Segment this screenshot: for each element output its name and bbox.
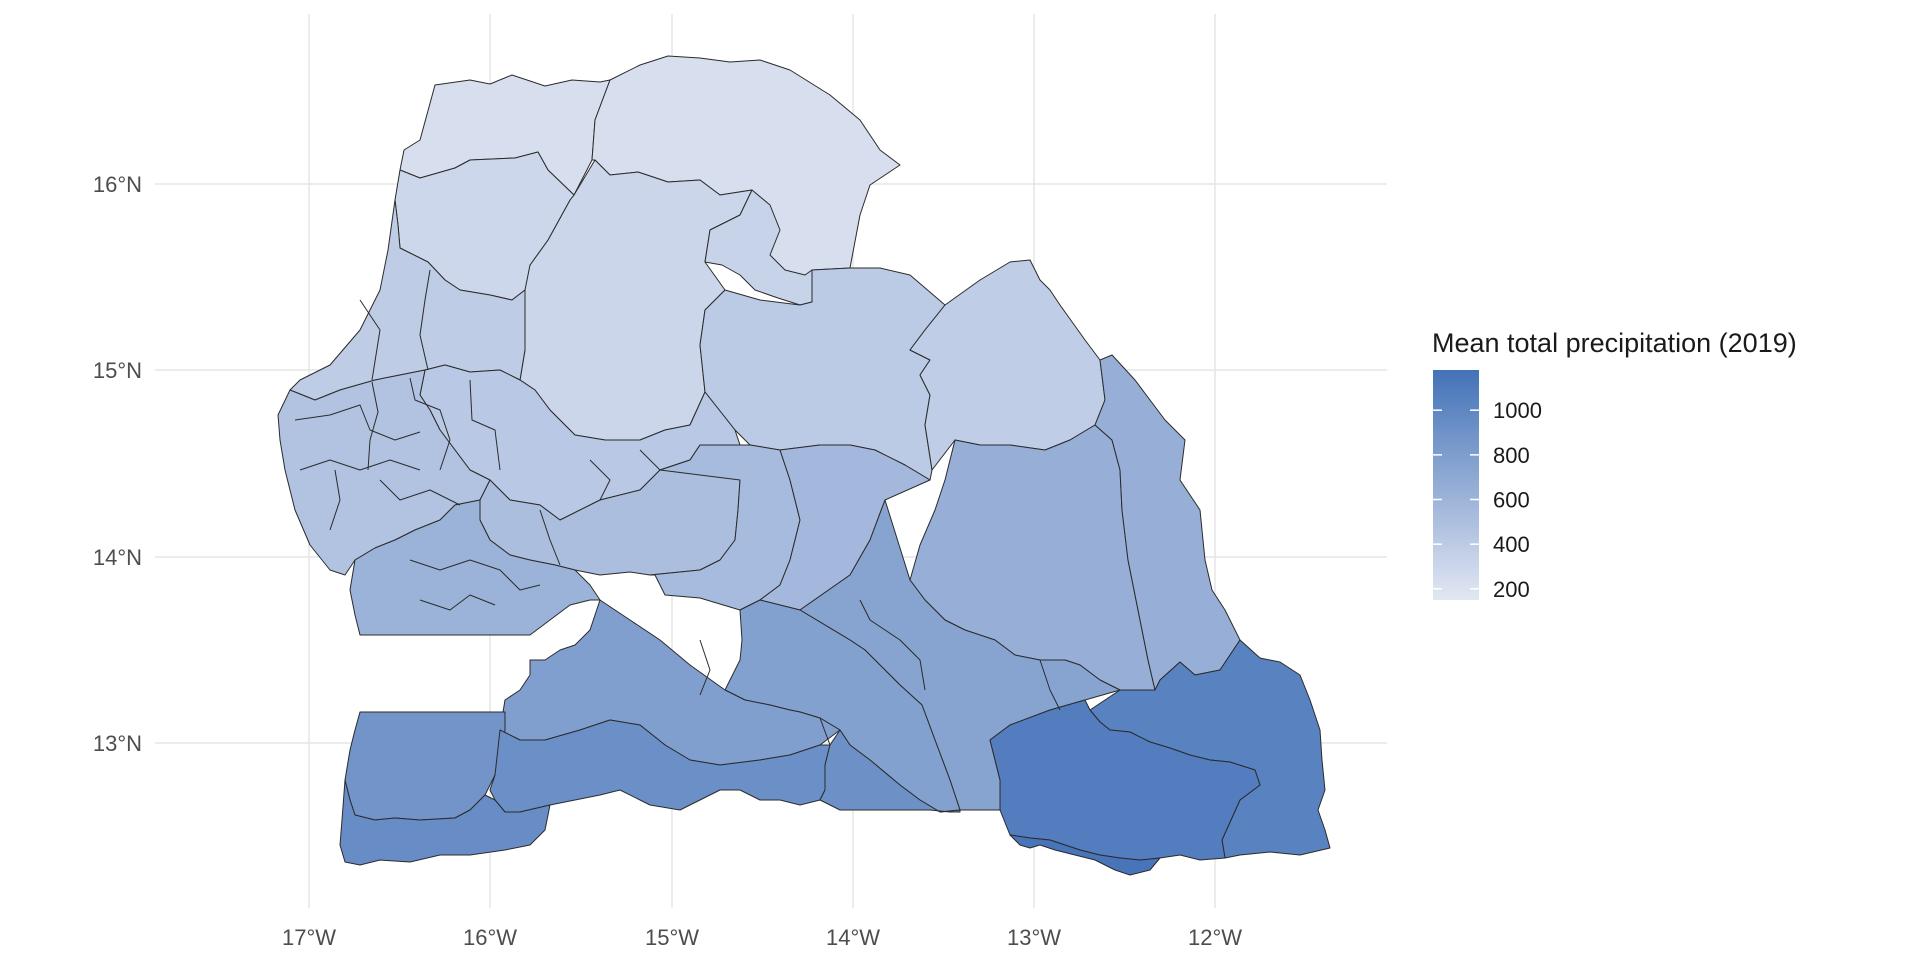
legend: Mean total precipitation (2019) 200 400 … [1432, 328, 1797, 602]
x-axis-labels: 17°W 16°W 15°W 14°W 13°W 12°W [282, 925, 1242, 950]
legend-colorbar [1433, 370, 1479, 600]
y-tick-label: 14°N [93, 545, 142, 570]
legend-label: 200 [1493, 577, 1530, 602]
x-tick-label: 16°W [463, 925, 517, 950]
x-tick-label: 15°W [645, 925, 699, 950]
x-tick-label: 12°W [1188, 925, 1242, 950]
department-boundaries [294, 269, 1061, 746]
region-cap-skirring [339, 779, 551, 866]
legend-ticks [1433, 409, 1479, 590]
legend-label: 600 [1493, 488, 1530, 513]
legend-label: 800 [1493, 443, 1530, 468]
x-tick-label: 13°W [1007, 925, 1061, 950]
legend-labels: 200 400 600 800 1000 [1493, 398, 1542, 602]
y-tick-label: 15°N [93, 358, 142, 383]
region-salemata [1009, 834, 1161, 876]
y-tick-label: 13°N [93, 731, 142, 756]
y-axis-labels: 16°N 15°N 14°N 13°N [93, 172, 142, 756]
region-saloum [349, 499, 601, 636]
legend-title: Mean total precipitation (2019) [1432, 328, 1797, 358]
legend-label: 1000 [1493, 398, 1542, 423]
x-tick-label: 17°W [282, 925, 336, 950]
legend-label: 400 [1493, 532, 1530, 557]
y-tick-label: 16°N [93, 172, 142, 197]
region-velingara [819, 729, 961, 813]
x-tick-label: 14°W [826, 925, 880, 950]
regions [277, 55, 1331, 876]
